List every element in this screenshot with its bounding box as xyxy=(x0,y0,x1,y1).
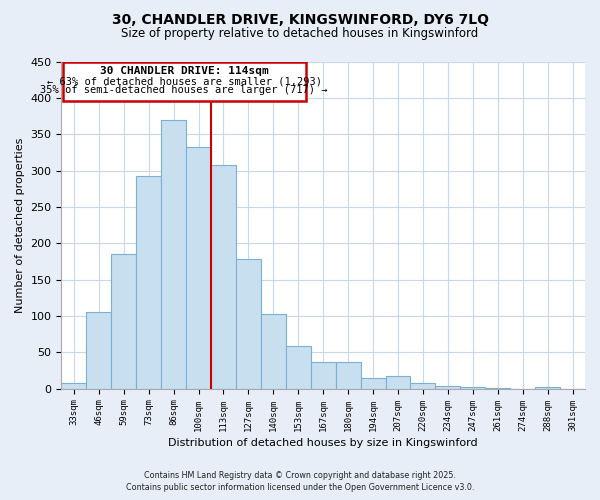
Bar xyxy=(136,176,161,388)
Bar xyxy=(460,387,485,388)
Text: 30 CHANDLER DRIVE: 114sqm: 30 CHANDLER DRIVE: 114sqm xyxy=(100,66,269,76)
Bar xyxy=(236,259,261,388)
Bar xyxy=(410,383,436,388)
Bar xyxy=(61,383,86,388)
Bar xyxy=(86,312,111,388)
Text: ← 63% of detached houses are smaller (1,293): ← 63% of detached houses are smaller (1,… xyxy=(47,76,322,86)
Bar xyxy=(535,387,560,388)
Text: 30, CHANDLER DRIVE, KINGSWINFORD, DY6 7LQ: 30, CHANDLER DRIVE, KINGSWINFORD, DY6 7L… xyxy=(112,12,488,26)
Bar xyxy=(386,376,410,388)
Y-axis label: Number of detached properties: Number of detached properties xyxy=(15,138,25,312)
Text: Size of property relative to detached houses in Kingswinford: Size of property relative to detached ho… xyxy=(121,28,479,40)
Bar xyxy=(161,120,186,388)
Bar xyxy=(111,254,136,388)
Text: Contains HM Land Registry data © Crown copyright and database right 2025.
Contai: Contains HM Land Registry data © Crown c… xyxy=(126,471,474,492)
Text: 35% of semi-detached houses are larger (717) →: 35% of semi-detached houses are larger (… xyxy=(40,86,328,96)
Bar xyxy=(436,386,460,388)
X-axis label: Distribution of detached houses by size in Kingswinford: Distribution of detached houses by size … xyxy=(169,438,478,448)
Bar xyxy=(211,164,236,388)
Bar xyxy=(286,346,311,389)
Bar xyxy=(261,314,286,388)
FancyBboxPatch shape xyxy=(62,62,306,102)
Bar xyxy=(311,362,335,388)
Bar xyxy=(335,362,361,388)
Bar xyxy=(186,146,211,388)
Bar xyxy=(361,378,386,388)
